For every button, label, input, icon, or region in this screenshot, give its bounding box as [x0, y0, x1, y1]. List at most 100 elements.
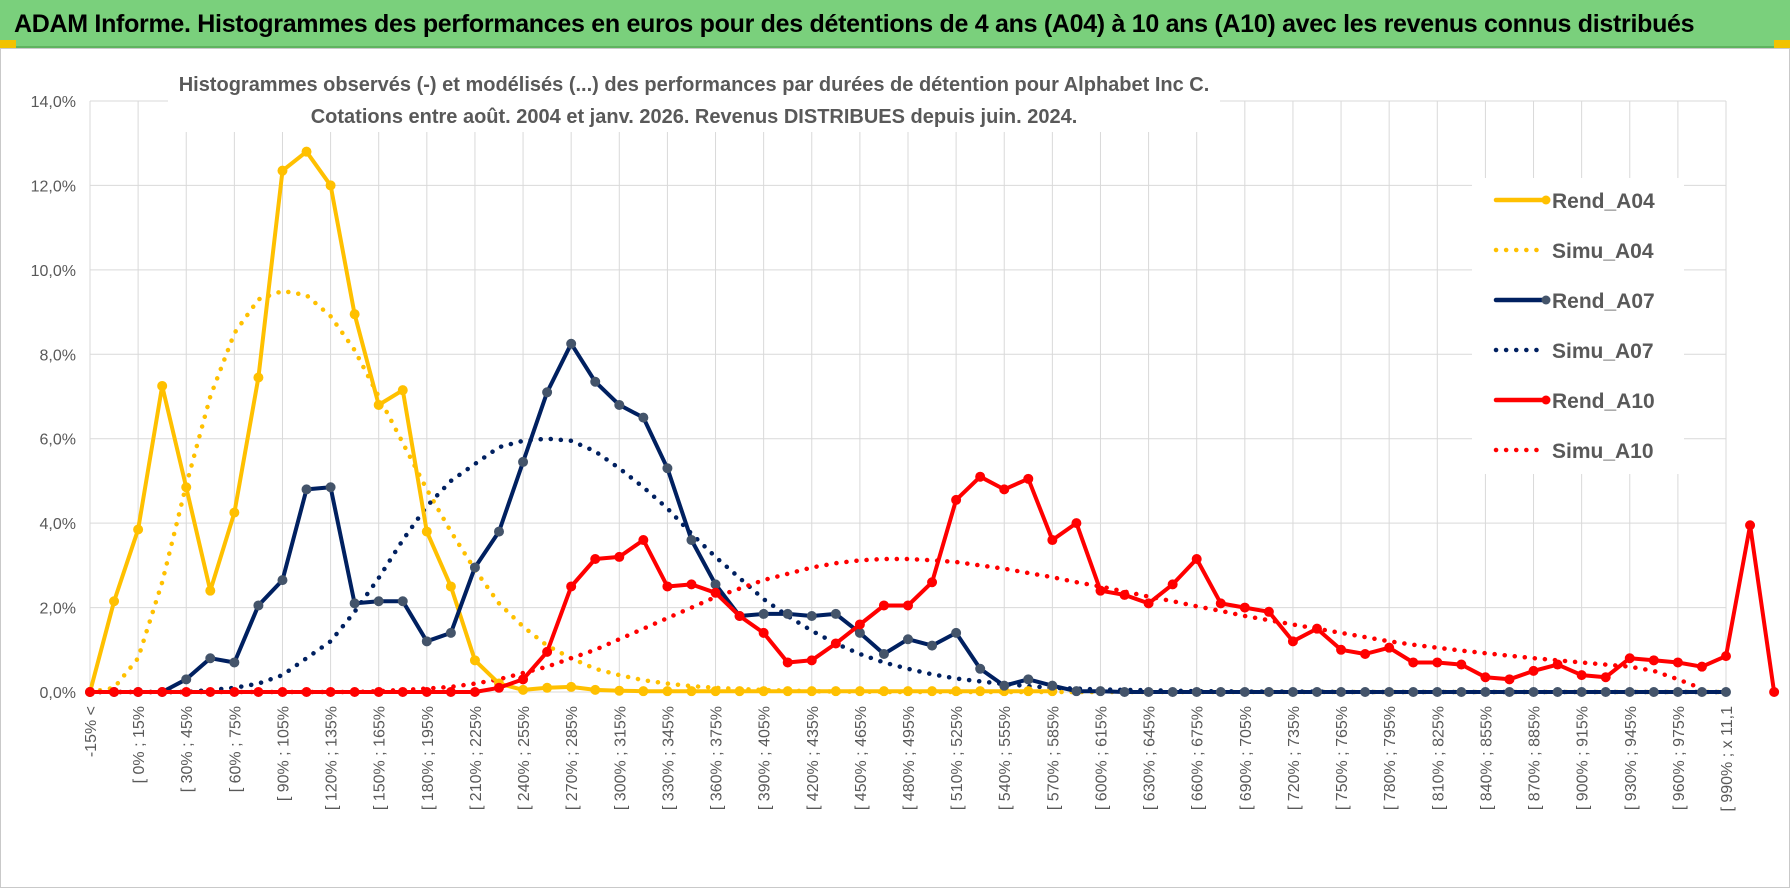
x-tick-label: -15% < — [83, 706, 100, 757]
point-Rend_A10 — [710, 587, 721, 598]
point-Rend_A07 — [1167, 687, 1178, 697]
point-Rend_A07 — [1721, 687, 1731, 697]
point-Rend_A04 — [397, 385, 408, 396]
x-tick-label: [ 900% ; 915% — [1575, 706, 1592, 810]
point-Rend_A10 — [638, 535, 649, 546]
point-Rend_A07 — [445, 627, 456, 638]
point-Rend_A04 — [734, 686, 745, 697]
point-Rend_A04 — [758, 686, 769, 697]
point-Rend_A04 — [927, 686, 938, 697]
point-Rend_A07 — [1071, 686, 1082, 697]
x-tick-label: [ 330% ; 345% — [660, 706, 677, 810]
point-Rend_A04 — [373, 399, 384, 410]
point-Rend_A07 — [1600, 687, 1611, 697]
point-Rend_A04 — [109, 596, 120, 607]
y-tick-label: 14,0% — [31, 94, 76, 111]
point-Rend_A10 — [686, 579, 697, 590]
point-Rend_A10 — [1745, 520, 1756, 531]
point-Rend_A04 — [518, 684, 529, 695]
point-Rend_A10 — [1239, 602, 1250, 613]
point-Rend_A10 — [85, 687, 95, 697]
x-tick-label: [ 510% ; 525% — [949, 706, 966, 810]
point-Rend_A04 — [421, 526, 432, 537]
point-Rend_A07 — [710, 579, 721, 590]
point-Rend_A10 — [542, 646, 553, 657]
legend-marker — [1541, 295, 1551, 305]
point-Rend_A10 — [1576, 670, 1587, 681]
point-Rend_A10 — [1263, 606, 1274, 617]
point-Rend_A04 — [229, 507, 240, 518]
chart-title-line: Histogrammes observés (-) et modélisés (… — [179, 74, 1210, 96]
point-Rend_A10 — [1384, 642, 1395, 653]
corner-accent-left — [0, 40, 16, 48]
x-tick-label: [ 480% ; 495% — [901, 706, 918, 810]
point-Rend_A07 — [494, 526, 504, 537]
point-Rend_A10 — [927, 577, 938, 588]
x-tick-label: [ 540% ; 555% — [997, 706, 1014, 810]
page-title: ADAM Informe. Histogrammes des performan… — [14, 10, 1695, 38]
point-Rend_A10 — [445, 687, 456, 697]
point-Rend_A04 — [277, 165, 288, 176]
point-Rend_A10 — [878, 600, 889, 611]
legend-label: Rend_A04 — [1552, 190, 1655, 213]
point-Rend_A04 — [181, 482, 192, 493]
point-Rend_A10 — [469, 687, 480, 697]
point-Rend_A10 — [1696, 661, 1707, 672]
point-Rend_A07 — [927, 640, 938, 651]
point-Rend_A10 — [205, 687, 216, 697]
x-tick-label: [ 90% ; 105% — [275, 706, 292, 801]
point-Rend_A07 — [1552, 687, 1563, 697]
y-tick-label: 8,0% — [40, 347, 76, 364]
point-Rend_A10 — [349, 687, 360, 697]
point-Rend_A10 — [157, 687, 168, 697]
legend-item-Rend_A10: Rend_A10 — [1493, 390, 1655, 413]
point-Rend_A10 — [951, 494, 962, 505]
point-Rend_A04 — [686, 686, 697, 697]
point-Rend_A04 — [133, 524, 144, 535]
point-Rend_A04 — [662, 686, 673, 697]
legend-item-Rend_A07: Rend_A07 — [1493, 290, 1655, 313]
point-Rend_A10 — [1071, 518, 1082, 529]
point-Rend_A07 — [1360, 687, 1371, 697]
x-tick-label: [ 180% ; 195% — [420, 706, 437, 810]
x-tick-label: [ 420% ; 435% — [805, 706, 822, 810]
x-tick-label: [ 870% ; 885% — [1527, 706, 1544, 810]
point-Rend_A10 — [1504, 674, 1515, 685]
point-Rend_A10 — [999, 484, 1010, 495]
point-Rend_A10 — [1360, 649, 1371, 660]
point-Rend_A07 — [806, 611, 817, 622]
point-Rend_A04 — [469, 655, 480, 666]
x-tick-label: [ 390% ; 405% — [757, 706, 774, 810]
point-Rend_A10 — [373, 687, 384, 697]
point-Rend_A07 — [1095, 686, 1106, 697]
point-Rend_A07 — [373, 596, 384, 607]
legend-label: Simu_A07 — [1552, 340, 1654, 363]
series-Rend_A10 — [85, 471, 1780, 697]
point-Rend_A04 — [951, 686, 962, 697]
point-Rend_A07 — [1312, 687, 1322, 697]
point-Rend_A10 — [1648, 655, 1659, 666]
line-Simu_A10 — [87, 556, 1705, 695]
point-Rend_A10 — [325, 687, 336, 697]
point-Rend_A07 — [1119, 687, 1130, 697]
point-Rend_A10 — [975, 471, 986, 482]
point-Rend_A10 — [1167, 579, 1178, 590]
point-Rend_A07 — [205, 653, 216, 664]
chart-title: Histogrammes observés (-) et modélisés (… — [168, 62, 1220, 132]
series-Simu_A10 — [87, 556, 1705, 695]
axes: 0,0% 2,0% 4,0% 6,0% 8,0% 10,0% 12,0% 14,0% -15% … — [31, 94, 1736, 812]
corner-accent-right — [1774, 40, 1790, 48]
point-Rend_A07 — [518, 456, 529, 467]
point-Rend_A07 — [1624, 687, 1635, 697]
header-banner: ADAM Informe. Histogrammes des performan… — [0, 0, 1790, 48]
x-tick-label: [ 660% ; 675% — [1190, 706, 1207, 810]
point-Rend_A10 — [903, 600, 913, 611]
point-Rend_A07 — [1263, 687, 1274, 697]
point-Rend_A07 — [999, 680, 1010, 691]
point-Rend_A07 — [662, 463, 673, 474]
point-Rend_A07 — [229, 657, 240, 668]
point-Rend_A10 — [1191, 554, 1202, 565]
legend-label: Simu_A10 — [1552, 440, 1654, 463]
x-tick-label: [ 300% ; 315% — [612, 706, 629, 810]
